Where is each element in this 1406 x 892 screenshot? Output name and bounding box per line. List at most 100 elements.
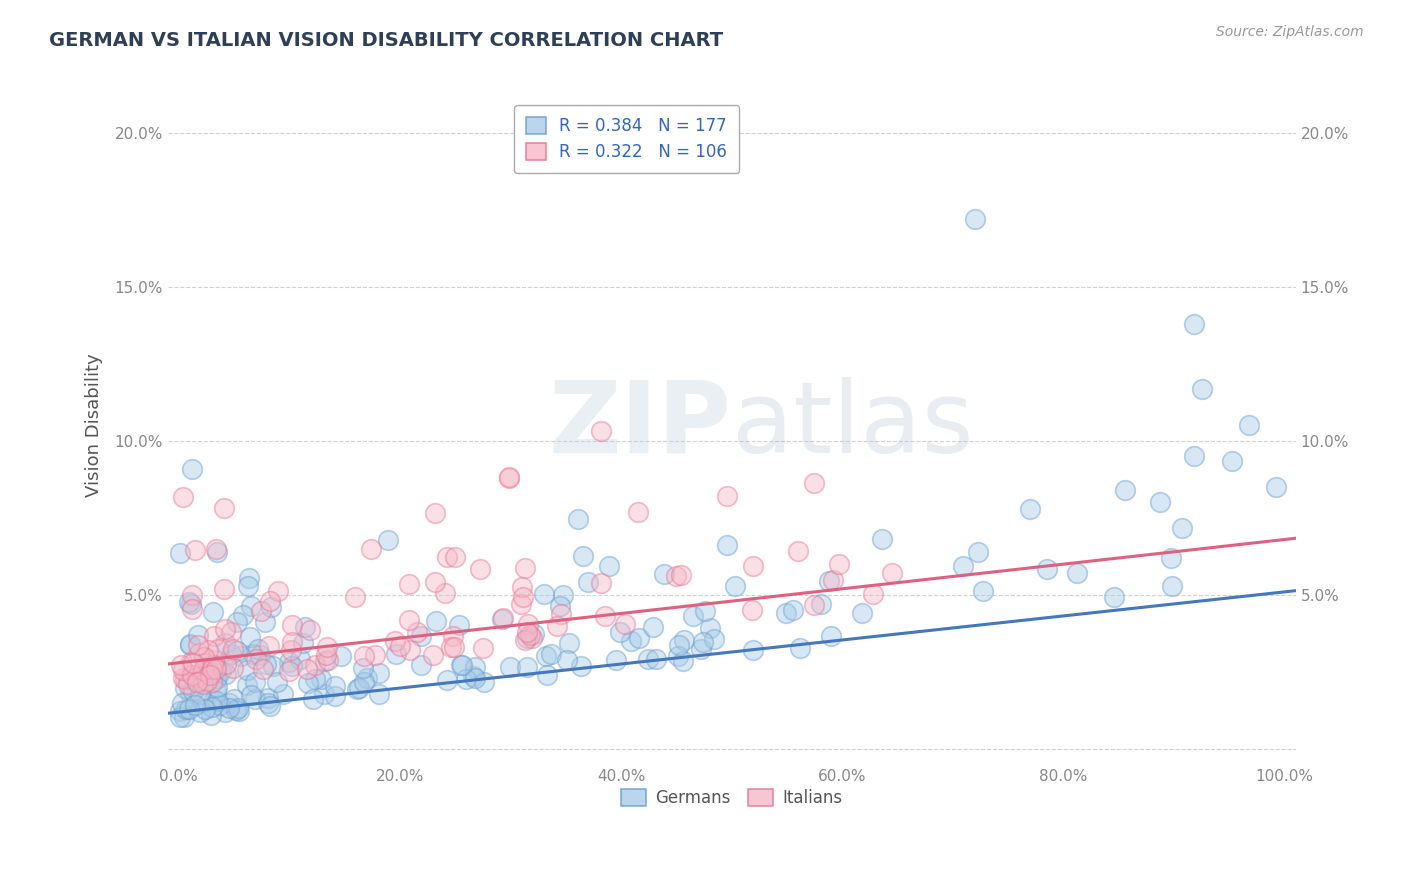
Point (243, 675, 266, 690)
Point (1035, 561, 1057, 575)
Text: ZIP: ZIP (548, 377, 731, 474)
Point (1182, 318, 1205, 332)
Point (533, 587, 555, 601)
Point (198, 665, 221, 680)
Point (181, 462, 204, 476)
Point (628, 632, 651, 646)
Point (207, 672, 229, 686)
Point (278, 664, 301, 678)
Point (741, 643, 763, 657)
Point (301, 691, 323, 706)
Point (851, 606, 873, 620)
Point (181, 588, 204, 602)
Point (828, 558, 851, 572)
Point (281, 659, 304, 673)
Point (1102, 591, 1125, 605)
Point (174, 672, 197, 686)
Point (368, 687, 391, 701)
Point (682, 608, 704, 623)
Point (181, 668, 204, 682)
Point (447, 618, 470, 632)
Point (576, 574, 599, 589)
Point (236, 678, 259, 692)
Point (304, 672, 326, 686)
Point (609, 624, 631, 639)
Point (170, 696, 193, 710)
Point (204, 662, 226, 676)
Point (280, 642, 302, 657)
Point (644, 652, 666, 666)
Point (671, 568, 693, 582)
Point (952, 558, 974, 573)
Point (454, 672, 477, 686)
Point (810, 597, 832, 611)
Point (509, 597, 531, 611)
Point (231, 648, 253, 663)
Point (188, 706, 211, 720)
Point (267, 583, 290, 598)
Point (516, 632, 538, 646)
Point (221, 625, 243, 640)
Point (817, 574, 839, 589)
Point (187, 638, 209, 652)
Point (388, 639, 411, 653)
Point (180, 655, 202, 669)
Point (205, 659, 228, 673)
Point (464, 660, 486, 674)
Point (202, 658, 225, 673)
Point (297, 662, 319, 676)
Point (212, 500, 235, 515)
Point (177, 702, 200, 716)
Point (256, 691, 278, 706)
Point (259, 698, 281, 713)
Point (245, 652, 267, 666)
Point (254, 657, 277, 671)
Point (205, 545, 228, 559)
Point (225, 703, 247, 717)
Point (177, 672, 200, 686)
Point (522, 631, 544, 645)
Point (281, 618, 304, 632)
Point (551, 588, 574, 602)
Point (823, 573, 845, 587)
Point (699, 621, 721, 635)
Point (202, 693, 225, 707)
Point (450, 658, 472, 673)
Legend: Germans, Italians: Germans, Italians (614, 782, 849, 814)
Point (194, 702, 217, 716)
Point (668, 638, 690, 652)
Point (226, 615, 249, 629)
Point (440, 640, 463, 654)
Point (207, 642, 229, 657)
Point (186, 670, 208, 684)
Point (364, 648, 387, 662)
Point (314, 654, 336, 668)
Point (724, 579, 747, 593)
Point (294, 620, 316, 634)
Point (314, 687, 336, 701)
Point (222, 661, 245, 675)
Point (315, 648, 337, 663)
Point (202, 662, 225, 676)
Point (266, 674, 288, 689)
Point (498, 471, 520, 485)
Point (297, 676, 319, 690)
Point (212, 657, 235, 671)
Point (226, 700, 249, 714)
Point (323, 689, 346, 703)
Point (1239, 418, 1261, 433)
Point (238, 571, 260, 585)
Point (262, 658, 284, 673)
Point (347, 681, 370, 695)
Point (775, 606, 797, 620)
Point (190, 687, 212, 701)
Point (643, 620, 665, 634)
Point (472, 640, 495, 655)
Point (316, 653, 339, 667)
Point (209, 664, 232, 678)
Point (218, 701, 240, 715)
Point (872, 532, 894, 546)
Point (172, 671, 194, 685)
Point (406, 624, 429, 639)
Text: GERMAN VS ITALIAN VISION DISABILITY CORRELATION CHART: GERMAN VS ITALIAN VISION DISABILITY CORR… (49, 31, 723, 50)
